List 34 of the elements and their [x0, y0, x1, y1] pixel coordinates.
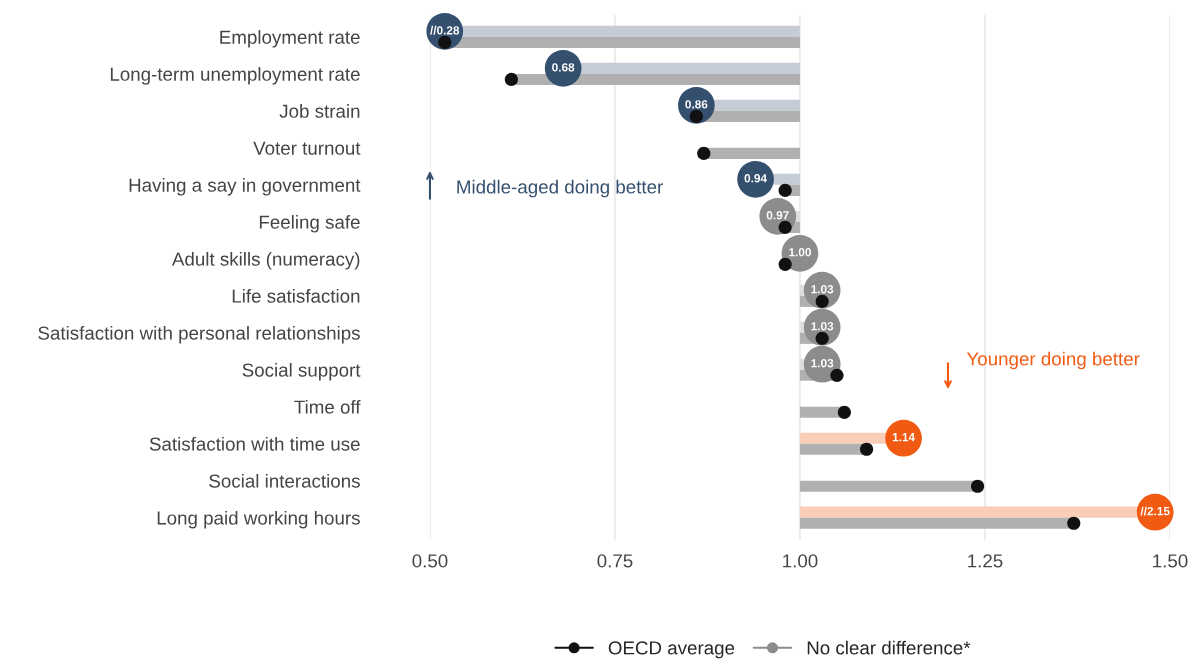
y-tick-label: Satisfaction with personal relationships: [38, 325, 360, 344]
annotation: //2.15: [1140, 506, 1170, 516]
legend-label: OECD average: [608, 641, 735, 659]
legend-label: No clear difference*: [807, 640, 971, 655]
y-tick-label: Satisfaction with time use: [149, 436, 360, 451]
data-label: 0.68: [552, 63, 575, 72]
y-tick-label: Social support: [242, 362, 361, 381]
y-tick-label: Long-term unemployment rate: [110, 67, 360, 85]
y-tick-label: Feeling safe: [259, 215, 360, 233]
y-tick-label: Time off: [294, 399, 361, 414]
x-tick-label: 1.25: [968, 554, 1003, 568]
data-label: 1.14: [892, 433, 915, 442]
y-tick-label: Employment rate: [220, 30, 360, 48]
data-label: 0.86: [685, 100, 708, 109]
y-tick-label: Adult skills (numeracy): [171, 252, 360, 270]
annotation: //0.28: [430, 25, 460, 35]
annotation: Middle-aged doing better: [457, 179, 663, 198]
x-tick-label: 0.75: [597, 554, 633, 568]
data-label: 1.00: [789, 248, 811, 257]
y-tick-label: Life satisfaction: [232, 289, 360, 303]
x-tick-label: 0.50: [412, 554, 448, 568]
x-tick-label: 1.00: [783, 554, 818, 568]
data-label: 0.94: [744, 174, 767, 183]
data-label: 0.97: [766, 211, 789, 220]
y-tick-label: Social interactions: [209, 473, 360, 488]
y-tick-label: Having a say in government: [129, 178, 361, 196]
y-tick-label: Voter turnout: [253, 141, 361, 155]
y-tick-label: Job strain: [279, 104, 360, 118]
y-tick-label: Long paid working hours: [157, 510, 360, 529]
x-tick-label: 1.50: [1153, 554, 1188, 568]
data-label: 1.03: [811, 322, 834, 331]
annotation: Younger doing better: [966, 351, 1140, 370]
data-label: 1.03: [811, 359, 834, 368]
data-label: 1.03: [811, 285, 834, 294]
